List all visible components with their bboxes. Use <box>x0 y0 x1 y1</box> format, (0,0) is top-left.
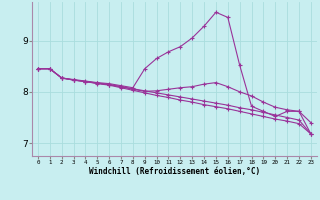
X-axis label: Windchill (Refroidissement éolien,°C): Windchill (Refroidissement éolien,°C) <box>89 167 260 176</box>
